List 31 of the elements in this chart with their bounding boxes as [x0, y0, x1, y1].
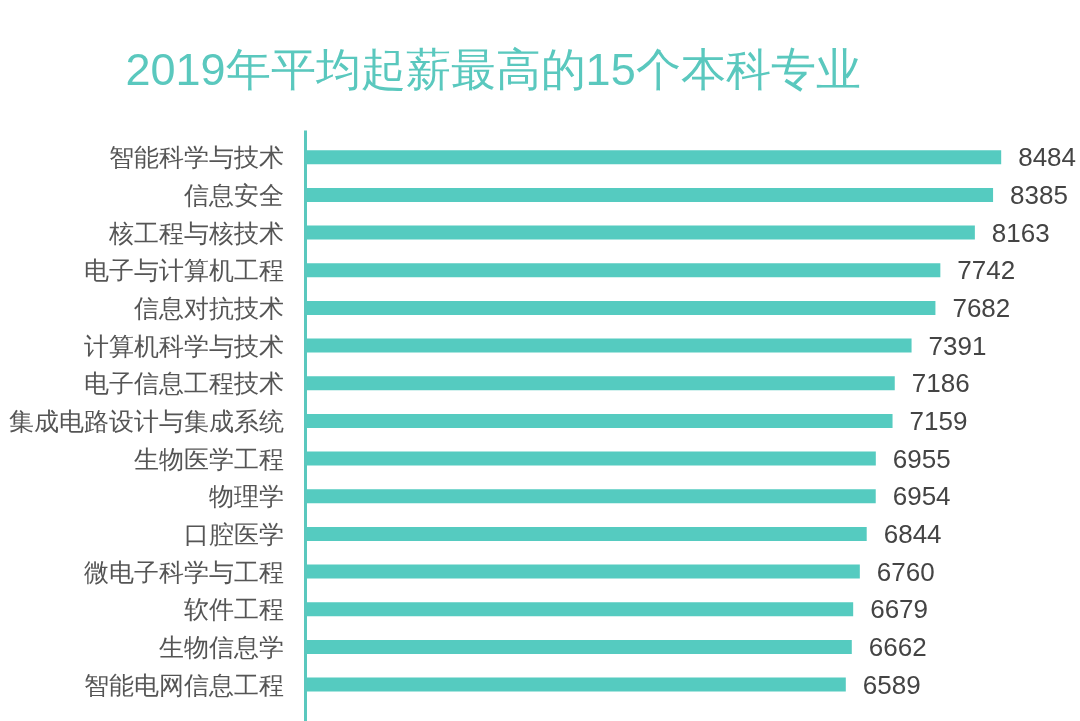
y-tick-label: 信息对抗技术 [133, 293, 284, 322]
data-label: 8484 [1018, 142, 1077, 173]
data-label: 8385 [1010, 179, 1068, 210]
y-tick-label: 核工程与核技术 [107, 218, 284, 247]
y-tick-label: 电子与计算机工程 [83, 256, 284, 285]
data-label: 7159 [909, 405, 968, 436]
data-label: 6760 [876, 556, 935, 587]
data-label: 7391 [928, 330, 987, 361]
y-tick-label: 生物信息学 [158, 632, 284, 661]
data-label: 6844 [883, 518, 942, 549]
data-label: 8163 [991, 217, 1050, 248]
chart-title: 2019年平均起薪最高的15个本科专业 [125, 43, 861, 95]
y-tick-label: 电子信息工程技术 [83, 369, 284, 398]
y-tick-label: 物理学 [208, 482, 284, 511]
data-label: 6662 [868, 631, 927, 662]
y-tick-label: 智能电网信息工程 [83, 670, 284, 699]
data-label: 6955 [892, 443, 951, 474]
data-label: 6679 [870, 594, 929, 625]
y-tick-label: 信息安全 [183, 180, 284, 209]
data-label: 6954 [892, 481, 951, 512]
y-tick-label: 微电子科学与工程 [83, 557, 284, 586]
data-label: 6589 [862, 669, 921, 700]
data-label: 7682 [952, 292, 1011, 323]
y-tick-label: 智能科学与技术 [108, 143, 284, 172]
y-tick-label: 软件工程 [183, 595, 284, 624]
y-tick-label: 集成电路设计与集成系统 [8, 406, 284, 435]
data-label: 7742 [957, 255, 1016, 286]
data-label: 7186 [911, 368, 970, 399]
y-tick-label: 口腔医学 [183, 519, 284, 548]
y-tick-label: 计算机科学与技术 [83, 331, 284, 360]
y-tick-label: 生物医学工程 [133, 444, 284, 473]
